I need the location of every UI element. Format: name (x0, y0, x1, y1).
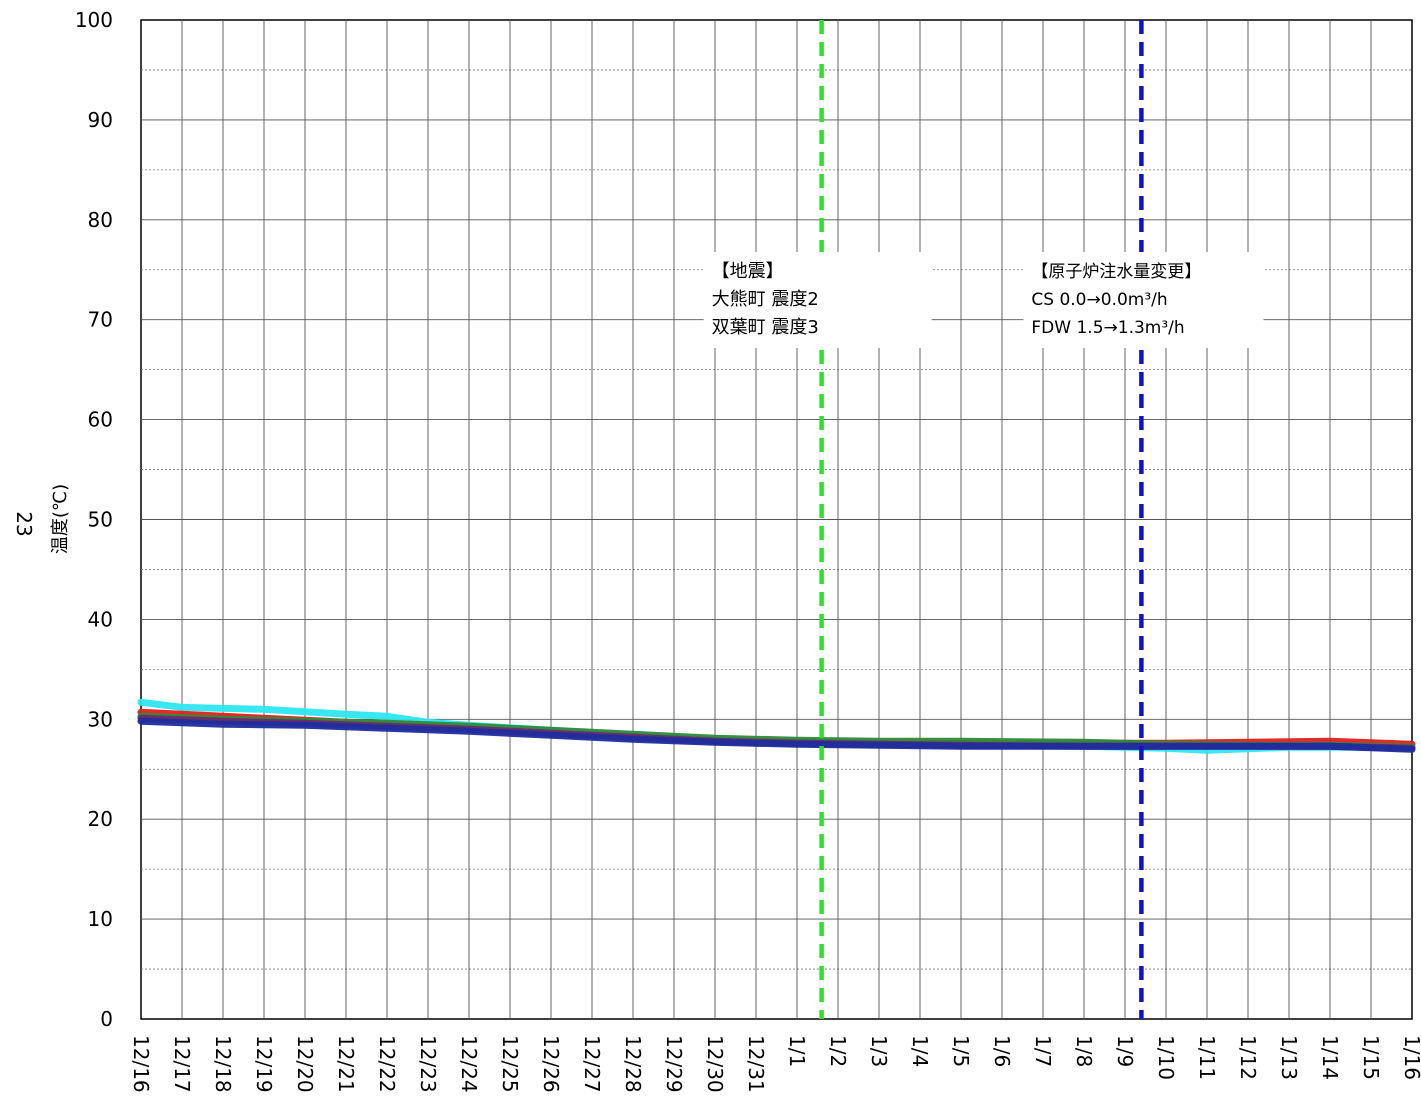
series-line-4 (137, 717, 1416, 753)
x-tick-label: 12/27 (580, 1035, 604, 1093)
y-tick-label: 60 (88, 408, 113, 432)
x-tick-label: 1/10 (1154, 1035, 1178, 1080)
x-tick-label: 1/11 (1195, 1035, 1219, 1080)
event-label-line: 双葉町 震度3 (712, 317, 819, 338)
x-tick-label: 1/8 (1072, 1035, 1096, 1067)
event-label-line: 【地震】 (712, 261, 784, 282)
y-tick-label: 30 (88, 707, 113, 731)
y-tick-label: 70 (88, 308, 113, 332)
x-tick-label: 1/16 (1400, 1035, 1421, 1080)
event-label-line: 大熊町 震度2 (712, 289, 819, 310)
x-tick-label: 1/4 (908, 1035, 932, 1067)
x-tick-label: 1/3 (867, 1035, 891, 1067)
series-layer (137, 698, 1416, 754)
event-label-line: 【原子炉注水量変更】 (1031, 262, 1201, 282)
x-tick-label: 1/14 (1318, 1035, 1342, 1080)
x-tick-label: 12/16 (129, 1035, 153, 1093)
event-label-box-1 (1023, 252, 1264, 348)
axis-layer: 0 10 20 30 40 50 60 70 80 90 100 12/16 12/17 12/18 12/… (12, 8, 1421, 1093)
event-layer: 【地震】大熊町 震度2 双葉町 震度3 【原子炉注水量変更】 CS 0.0→0.0m³… (703, 20, 1264, 1019)
x-tick-label: 12/21 (334, 1035, 358, 1093)
x-tick-label: 1/13 (1277, 1035, 1301, 1080)
y-tick-label: 40 (88, 607, 113, 631)
y-tick-label: 0 (100, 1007, 113, 1031)
x-tick-label: 12/24 (457, 1035, 481, 1093)
x-tick-label: 12/29 (662, 1035, 686, 1093)
x-tick-label: 12/20 (293, 1035, 317, 1093)
y-axis-label: 温度(℃) (50, 484, 71, 554)
event-label-box-0 (703, 252, 932, 348)
y-tick-label: 50 (88, 508, 113, 532)
x-tick-label: 1/6 (990, 1035, 1014, 1067)
x-tick-label: 1/12 (1236, 1035, 1260, 1080)
event-label-line: CS 0.0→0.0m³/h (1031, 290, 1167, 310)
x-tick-label: 12/18 (211, 1035, 235, 1093)
y-axis-label-prefix: 23 (12, 511, 36, 536)
x-tick-label: 12/28 (621, 1035, 645, 1093)
event-label-line: FDW 1.5→1.3m³/h (1031, 318, 1184, 338)
x-tick-label: 12/19 (252, 1035, 276, 1093)
x-tick-label: 12/25 (498, 1035, 522, 1093)
x-tick-label: 1/9 (1113, 1035, 1137, 1067)
y-tick-label: 90 (88, 108, 113, 132)
y-tick-label: 100 (75, 8, 113, 32)
x-tick-label: 1/2 (826, 1035, 850, 1067)
x-tick-label: 12/30 (703, 1035, 727, 1093)
grid-layer (140, 19, 1413, 1020)
x-tick-label: 12/22 (375, 1035, 399, 1093)
x-tick-label: 1/5 (949, 1035, 973, 1067)
y-tick-label: 10 (88, 907, 113, 931)
x-tick-label: 1/15 (1359, 1035, 1383, 1080)
x-tick-label: 12/31 (744, 1035, 768, 1093)
x-tick-label: 12/26 (539, 1035, 563, 1093)
x-tick-label: 1/1 (785, 1035, 809, 1067)
x-tick-label: 1/7 (1031, 1035, 1055, 1067)
x-tick-label: 12/17 (170, 1035, 194, 1093)
y-tick-label: 80 (88, 208, 113, 232)
x-tick-label: 12/23 (416, 1035, 440, 1093)
y-tick-label: 20 (88, 807, 113, 831)
